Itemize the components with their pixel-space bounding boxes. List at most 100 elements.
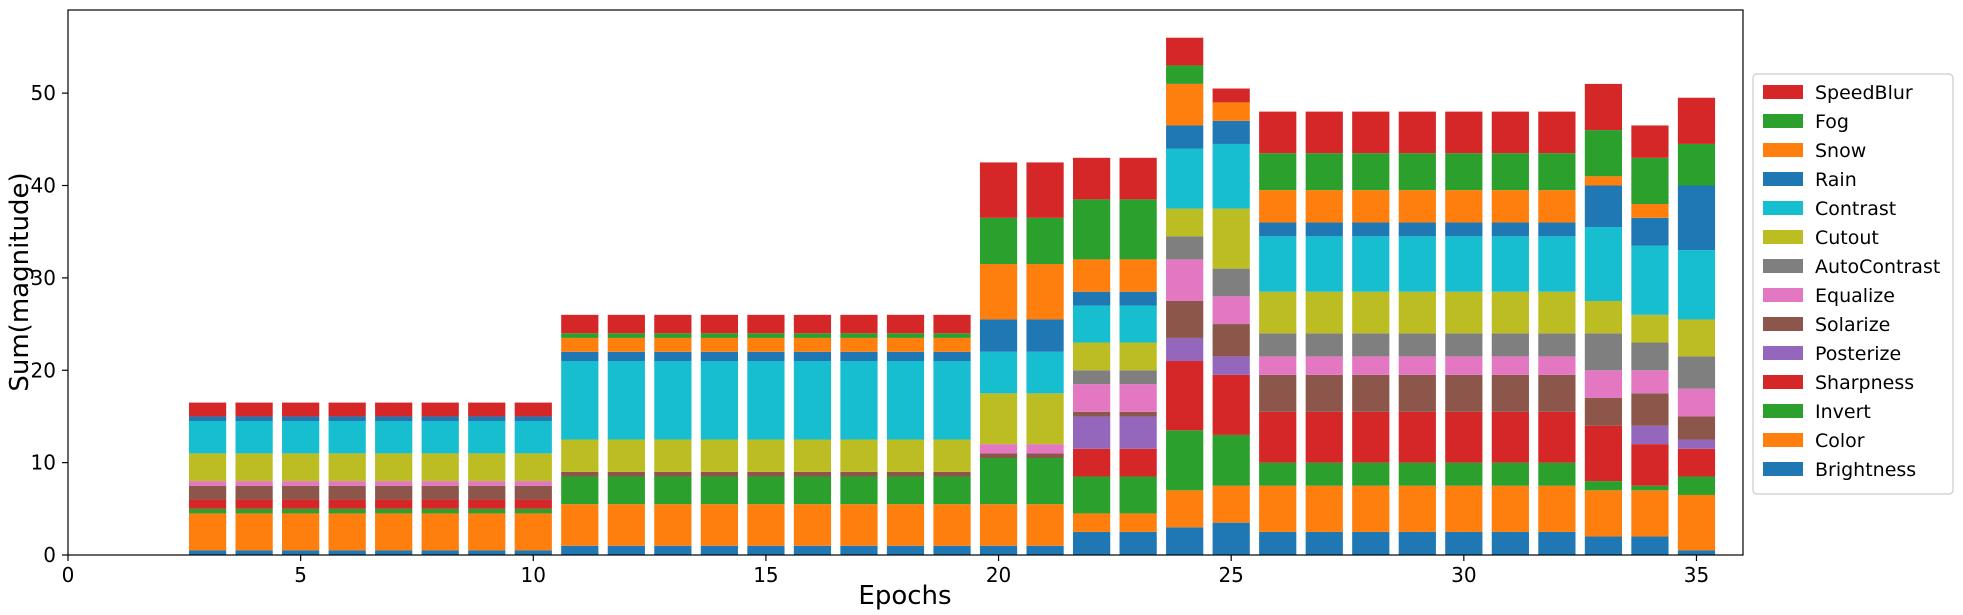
x-tick-label: 10 <box>521 563 546 587</box>
bar-snow-epoch-15 <box>747 337 785 352</box>
bar-invert-epoch-26 <box>1259 462 1297 486</box>
bar-brightness-epoch-18 <box>886 545 925 555</box>
bar-solarize-epoch-9 <box>468 485 506 500</box>
bar-color-epoch-3 <box>188 513 227 551</box>
bar-solarize-epoch-4 <box>235 485 273 500</box>
bar-equalize-epoch-33 <box>1584 370 1623 398</box>
bar-rain-epoch-29 <box>1398 222 1436 237</box>
bar-snow-epoch-25 <box>1212 102 1250 121</box>
bar-solarize-epoch-16 <box>793 471 832 477</box>
bar-sharpness-epoch-31 <box>1491 411 1529 463</box>
bar-invert-epoch-22 <box>1073 476 1111 514</box>
bar-sharpness-epoch-10 <box>514 499 552 509</box>
bar-solarize-epoch-22 <box>1073 411 1111 417</box>
bar-speedblur-epoch-17 <box>840 314 878 334</box>
bar-solarize-epoch-10 <box>514 485 552 500</box>
bar-fog-epoch-11 <box>561 333 599 338</box>
bar-cutout-epoch-4 <box>235 453 273 482</box>
bar-snow-epoch-23 <box>1119 259 1157 292</box>
bar-brightness-epoch-12 <box>607 545 645 555</box>
bar-brightness-epoch-8 <box>421 550 459 555</box>
bar-brightness-epoch-7 <box>375 550 413 555</box>
bar-rain-epoch-33 <box>1584 185 1623 228</box>
bar-invert-epoch-25 <box>1212 434 1250 486</box>
bar-speedblur-epoch-6 <box>328 402 366 417</box>
bar-speedblur-epoch-24 <box>1166 37 1204 66</box>
bar-invert-epoch-13 <box>654 476 692 505</box>
bar-contrast-epoch-35 <box>1677 250 1716 320</box>
bar-invert-epoch-24 <box>1166 430 1204 491</box>
bar-cutout-epoch-35 <box>1677 319 1716 357</box>
bar-contrast-epoch-31 <box>1491 236 1529 292</box>
y-tick-label: 50 <box>31 81 56 105</box>
bar-contrast-epoch-11 <box>561 361 599 440</box>
bar-color-epoch-7 <box>375 513 413 551</box>
bar-cutout-epoch-18 <box>886 439 925 472</box>
bar-invert-epoch-7 <box>375 508 413 514</box>
bar-autocontrast-epoch-27 <box>1305 333 1343 357</box>
bar-brightness-epoch-5 <box>282 550 320 555</box>
bar-contrast-epoch-16 <box>793 361 832 440</box>
bar-invert-epoch-9 <box>468 508 506 514</box>
bar-color-epoch-18 <box>886 504 925 546</box>
bar-brightness-epoch-10 <box>514 550 552 555</box>
bar-invert-epoch-14 <box>700 476 738 505</box>
legend-label-contrast: Contrast <box>1815 198 1896 220</box>
bar-fog-epoch-21 <box>1026 217 1064 265</box>
bar-cutout-epoch-11 <box>561 439 599 472</box>
bar-invert-epoch-16 <box>793 476 832 505</box>
bar-contrast-epoch-23 <box>1119 305 1157 343</box>
bar-solarize-epoch-32 <box>1538 374 1576 412</box>
bar-equalize-epoch-27 <box>1305 356 1343 375</box>
bar-color-epoch-13 <box>654 504 692 546</box>
bar-brightness-epoch-33 <box>1584 536 1623 555</box>
bar-brightness-epoch-35 <box>1677 550 1716 555</box>
bar-solarize-epoch-27 <box>1305 374 1343 412</box>
bar-snow-epoch-21 <box>1026 264 1064 320</box>
bar-sharpness-epoch-26 <box>1259 411 1297 463</box>
bar-contrast-epoch-4 <box>235 421 273 454</box>
legend-label-rain: Rain <box>1815 169 1857 191</box>
bar-autocontrast-epoch-29 <box>1398 333 1436 357</box>
bar-cutout-epoch-8 <box>421 453 459 482</box>
legend-swatch-sharpness <box>1763 375 1803 389</box>
bar-contrast-epoch-8 <box>421 421 459 454</box>
bar-fog-epoch-29 <box>1398 153 1436 191</box>
x-tick-label: 35 <box>1684 563 1709 587</box>
bar-brightness-epoch-14 <box>700 545 738 555</box>
bar-rain-epoch-5 <box>282 416 320 422</box>
bar-speedblur-epoch-25 <box>1212 88 1250 103</box>
legend-swatch-color <box>1763 433 1803 447</box>
bar-cutout-epoch-34 <box>1631 314 1669 343</box>
bar-cutout-epoch-25 <box>1212 208 1250 269</box>
legend-swatch-contrast <box>1763 201 1803 215</box>
bar-solarize-epoch-26 <box>1259 374 1297 412</box>
bar-contrast-epoch-17 <box>840 361 878 440</box>
bar-rain-epoch-21 <box>1026 319 1064 352</box>
bar-equalize-epoch-22 <box>1073 384 1111 412</box>
bar-autocontrast-epoch-22 <box>1073 370 1111 385</box>
bar-invert-epoch-34 <box>1631 485 1669 491</box>
bar-color-epoch-5 <box>282 513 320 551</box>
legend-swatch-autocontrast <box>1763 259 1803 273</box>
bar-fog-epoch-34 <box>1631 157 1669 204</box>
bar-speedblur-epoch-27 <box>1305 111 1343 154</box>
bar-solarize-epoch-29 <box>1398 374 1436 412</box>
bar-equalize-epoch-8 <box>421 481 459 486</box>
bar-solarize-epoch-34 <box>1631 393 1669 426</box>
bar-speedblur-epoch-31 <box>1491 111 1529 154</box>
bar-speedblur-epoch-23 <box>1119 157 1157 200</box>
bar-equalize-epoch-28 <box>1352 356 1390 375</box>
bar-snow-epoch-13 <box>654 337 692 352</box>
legend-swatch-equalize <box>1763 288 1803 302</box>
bar-contrast-epoch-28 <box>1352 236 1390 292</box>
bar-invert-epoch-6 <box>328 508 366 514</box>
bar-snow-epoch-32 <box>1538 190 1576 223</box>
bar-color-epoch-20 <box>979 504 1018 546</box>
bar-fog-epoch-14 <box>700 333 738 338</box>
bar-solarize-epoch-17 <box>840 471 878 477</box>
x-tick-label: 30 <box>1451 563 1476 587</box>
bar-sharpness-epoch-28 <box>1352 411 1390 463</box>
bar-rain-epoch-8 <box>421 416 459 422</box>
bar-cutout-epoch-5 <box>282 453 320 482</box>
